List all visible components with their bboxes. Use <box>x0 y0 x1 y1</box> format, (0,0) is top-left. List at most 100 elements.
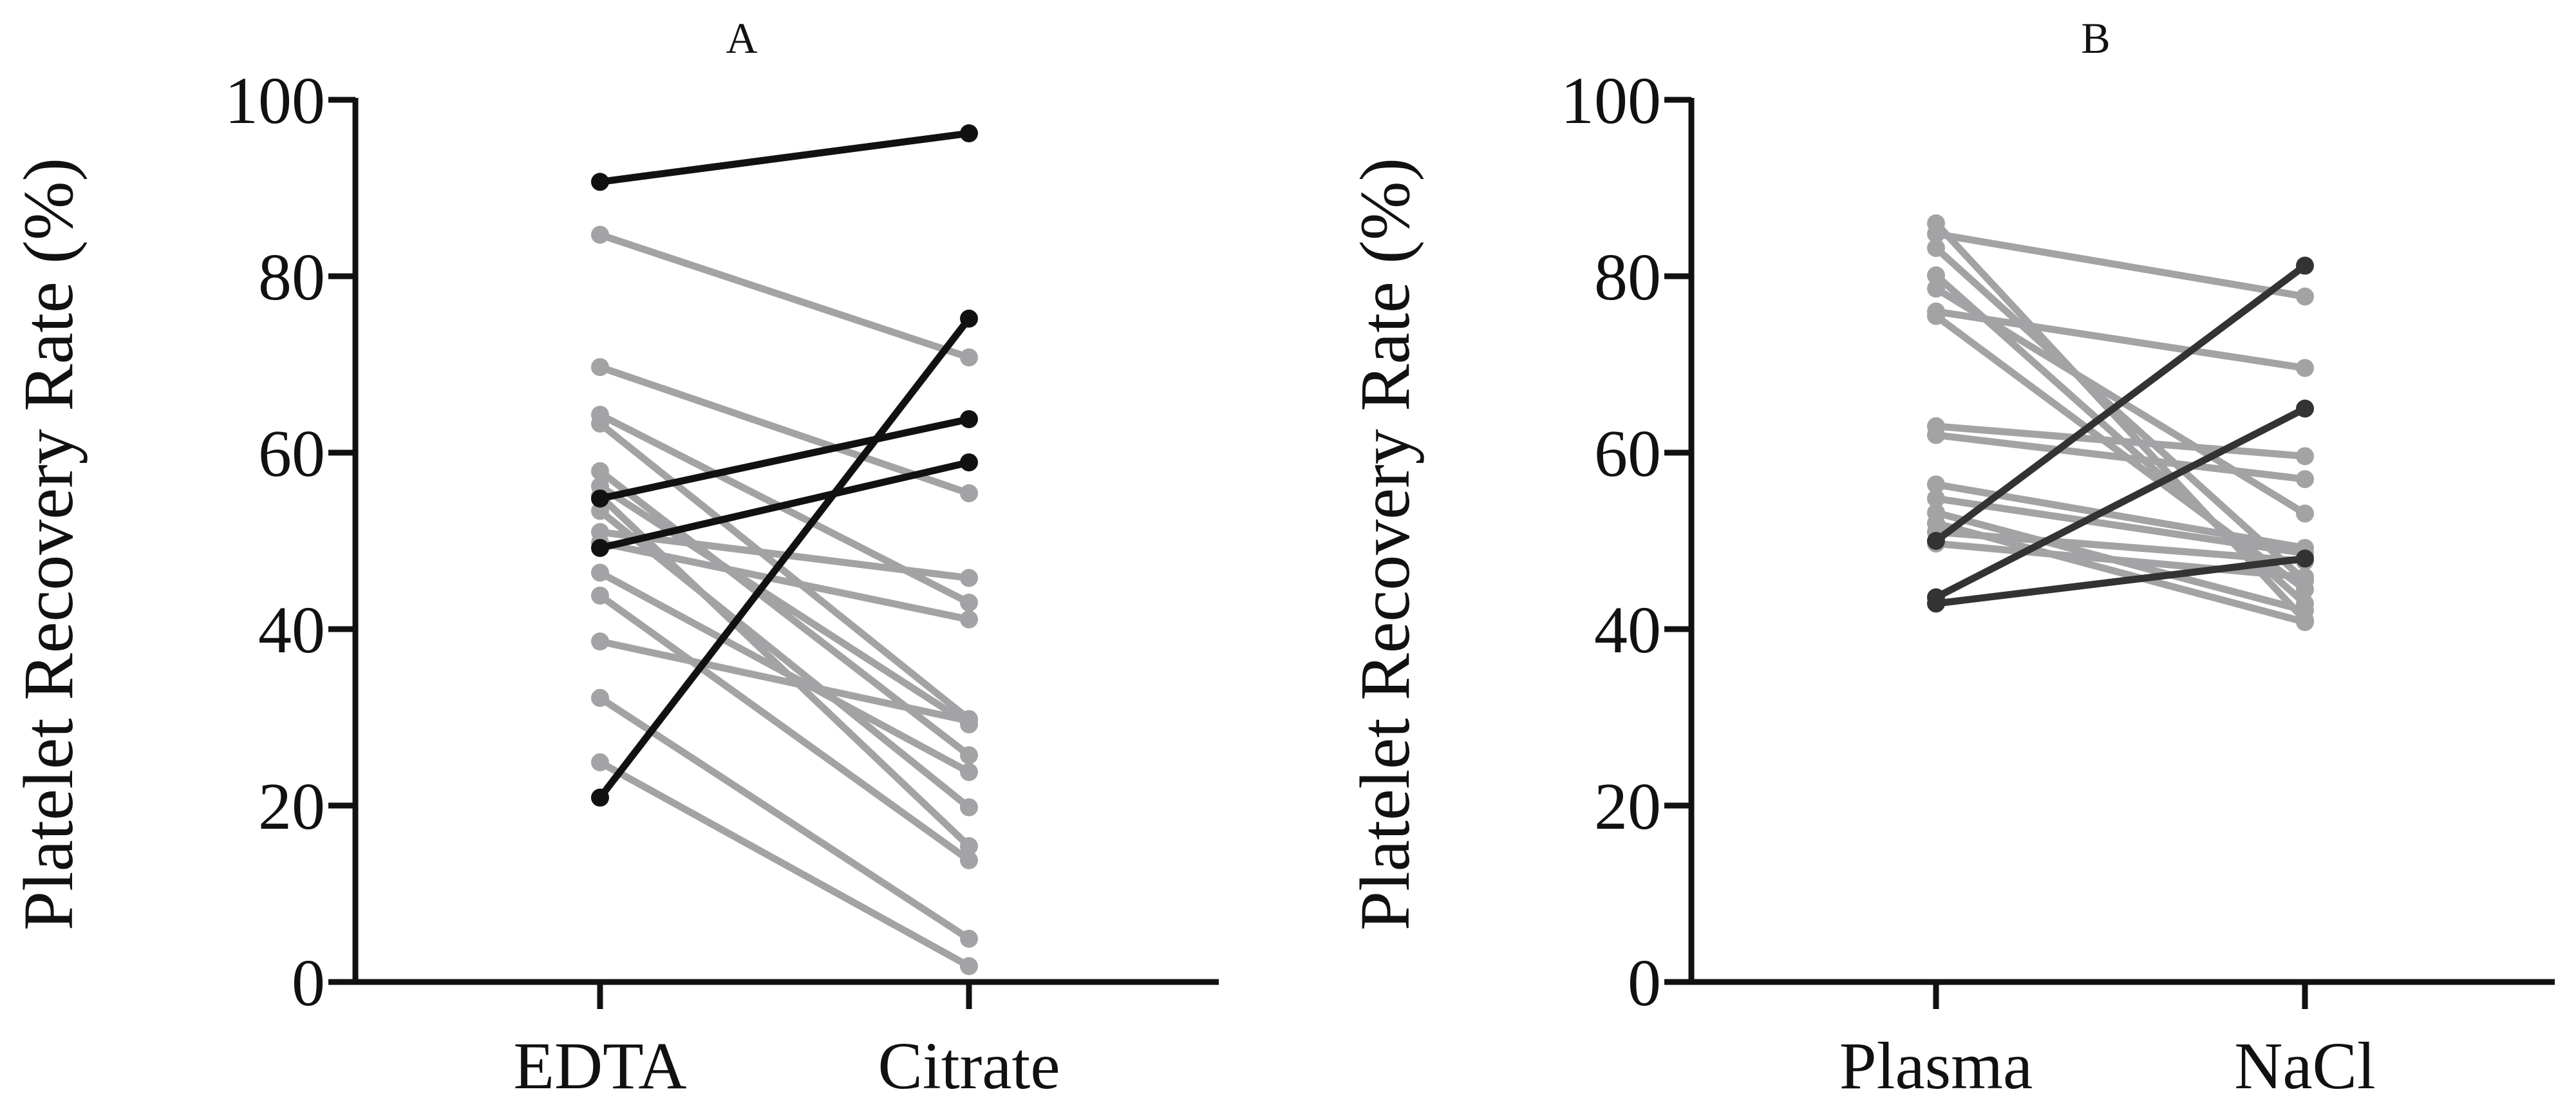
panel-b-series-line <box>1932 431 2309 483</box>
panel-b-y-tick-label: 60 <box>1594 417 1661 491</box>
panel-b-series-line <box>1932 308 2309 372</box>
panel-a-title: A <box>726 14 757 62</box>
panel-a-data-point <box>591 225 609 244</box>
panel-b-series-subject-6 <box>1927 302 2314 377</box>
panel-a-data-point <box>591 538 609 557</box>
panel-b-data-point <box>2296 470 2314 489</box>
panel-a-data-point <box>960 348 978 367</box>
panel-b-data-point <box>2296 287 2314 306</box>
panel-b-series-line <box>1932 244 2309 585</box>
panel-a-y-tick-label: 80 <box>258 240 325 314</box>
panel-a-data-point <box>591 414 609 433</box>
panel-a-series-line <box>596 458 973 552</box>
panel-a-data-point <box>591 563 609 582</box>
panel-b-data-point <box>1927 532 1945 550</box>
panel-a-data-point <box>591 173 609 191</box>
panel-b-data-point <box>1927 266 1945 285</box>
panel-a-series-line <box>596 231 973 361</box>
panel-b-title: B <box>2081 14 2110 62</box>
panel-b-y-tick-label: 20 <box>1594 769 1661 844</box>
panel-a-data-point <box>960 410 978 428</box>
panel-a-data-point <box>960 593 978 612</box>
panel-b-series-line <box>1932 554 2309 607</box>
panel-b-series-line <box>1932 422 2309 460</box>
panel-b: B Platelet Recovery Rate (%) 0 20 40 60 80 10… <box>1346 14 2555 1103</box>
panel-a-data-point <box>591 489 609 508</box>
panel-a-y-tick-label: 100 <box>225 64 325 138</box>
panel-a-series-line <box>596 482 973 728</box>
panel-a-data-point <box>960 712 978 730</box>
panel-a-category-label: EDTA <box>514 1029 687 1103</box>
panel-a-series-line <box>596 129 973 185</box>
panel-a-data-point <box>960 929 978 948</box>
panel-a-data-point <box>591 688 609 707</box>
panel-a-series-line <box>596 467 973 759</box>
panel-a-series-subject-2 <box>591 358 978 503</box>
panel-a-y-tick-label: 20 <box>258 769 325 844</box>
panel-a-series-subject-13 <box>591 632 978 730</box>
panel-a-data-point <box>960 309 978 328</box>
panel-a-data-point <box>591 586 609 605</box>
panel-a-series-subject-1 <box>591 225 978 367</box>
panel-a-series-highlight-1 <box>591 124 978 191</box>
panel-a-data-point <box>960 453 978 472</box>
panel-a-series-subject-12 <box>591 586 978 869</box>
panel-b-series-subject-9 <box>1927 426 2314 489</box>
panel-b-data-point <box>2296 359 2314 377</box>
panel-a-series-line <box>596 759 973 970</box>
panel-b-series-line <box>1932 540 2309 581</box>
panel-b-data-point <box>1927 239 1945 258</box>
panel-a-data-point <box>960 124 978 143</box>
panel-b-data-point <box>2296 399 2314 418</box>
panel-a-series-line <box>596 363 973 497</box>
panel-b-data-point <box>2296 447 2314 466</box>
panel-a-series-line <box>596 420 973 723</box>
panel-a-series-line <box>596 539 973 623</box>
panel-a-data-point <box>960 484 978 503</box>
panel-b-data-point <box>1927 475 1945 494</box>
panel-a-data-point <box>591 788 609 807</box>
panel-b-data-point <box>1927 426 1945 444</box>
panel-b-data-point <box>2296 568 2314 587</box>
panel-a-data-point <box>591 462 609 480</box>
panel-b-category-label: NaCl <box>2234 1029 2376 1103</box>
panel-b-data-point <box>2296 256 2314 275</box>
panel-a: A Platelet Recovery Rate (%) 0 20 40 60 80 10… <box>9 14 1219 1103</box>
panel-b-category-label: Plasma <box>1839 1029 2033 1103</box>
panel-a-category-label: Citrate <box>878 1029 1060 1103</box>
panel-a-series-highlight-3 <box>591 410 978 508</box>
panel-a-data-point <box>960 746 978 764</box>
panel-a-series-subject-14 <box>591 688 978 948</box>
panel-a-y-axis-title: Platelet Recovery Rate (%) <box>9 158 88 930</box>
panel-b-data-point <box>2296 549 2314 568</box>
panel-a-data-point <box>591 502 609 520</box>
panel-a-series-subject-8 <box>591 502 978 817</box>
panel-b-series-line <box>1932 405 2309 601</box>
panel-b-data-point <box>1927 225 1945 243</box>
panel-a-data-point <box>960 957 978 976</box>
panel-a-series-line <box>596 694 973 943</box>
panel-a-series-subject-11 <box>591 563 978 781</box>
panel-b-data-point <box>2296 504 2314 523</box>
panel-a-series-line <box>596 592 973 864</box>
panel-a-y-tick-label: 40 <box>258 593 325 667</box>
panel-a-series-line <box>596 569 973 776</box>
panel-a-data-point <box>960 837 978 856</box>
panel-b-y-tick-label: 0 <box>1628 946 1661 1020</box>
panel-a-data-point <box>960 851 978 869</box>
panel-a-data-point <box>591 358 609 377</box>
panel-a-data-point <box>960 762 978 781</box>
panel-a-series-line <box>596 637 973 724</box>
panel-a-series-line <box>596 507 973 811</box>
panel-a-series-highlight-4 <box>591 453 978 557</box>
panel-b-series-line <box>1932 495 2309 557</box>
panel-a-series-line <box>596 315 973 802</box>
panel-b-y-tick-label: 100 <box>1561 64 1661 138</box>
panel-a-series-highlight-2 <box>591 309 978 807</box>
panel-a-data-point <box>591 753 609 771</box>
panel-a-data-point <box>960 798 978 817</box>
panel-b-data-point <box>1927 279 1945 298</box>
panel-b-y-axis-title: Platelet Recovery Rate (%) <box>1346 158 1424 930</box>
panel-b-series-subject-2 <box>1927 225 2314 306</box>
